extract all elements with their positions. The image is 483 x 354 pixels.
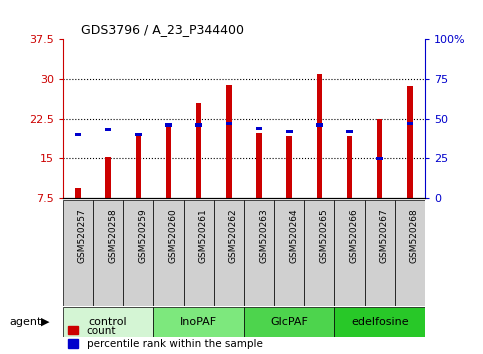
Bar (123, 200, 154, 306)
Text: control: control (89, 317, 128, 327)
Bar (105, 128, 112, 131)
Bar (346, 130, 353, 133)
Text: ▶: ▶ (41, 317, 50, 327)
Text: GSM520266: GSM520266 (350, 209, 358, 263)
Bar (256, 133, 262, 198)
Text: GSM520267: GSM520267 (380, 209, 389, 263)
Text: GSM520263: GSM520263 (259, 209, 268, 263)
Text: GSM520258: GSM520258 (108, 209, 117, 263)
Bar (63, 307, 154, 337)
Legend: count, percentile rank within the sample: count, percentile rank within the sample (68, 326, 263, 349)
Bar (63, 200, 93, 306)
Text: GSM520260: GSM520260 (169, 209, 177, 263)
Bar (93, 200, 123, 306)
Text: GSM520268: GSM520268 (410, 209, 419, 263)
Bar (74, 133, 81, 136)
Text: GDS3796 / A_23_P344400: GDS3796 / A_23_P344400 (81, 23, 244, 36)
Text: GSM520257: GSM520257 (78, 209, 87, 263)
Bar (105, 157, 111, 198)
Bar (196, 103, 201, 198)
Bar (195, 124, 202, 127)
Bar (365, 200, 395, 306)
Bar (286, 136, 292, 198)
Bar (154, 307, 244, 337)
Bar (75, 188, 81, 198)
Text: GSM520259: GSM520259 (138, 209, 147, 263)
Bar (376, 157, 383, 160)
Text: GlcPAF: GlcPAF (270, 317, 308, 327)
Bar (244, 200, 274, 306)
Bar (166, 124, 171, 198)
Bar (407, 122, 413, 125)
Bar (377, 119, 383, 198)
Bar (274, 200, 304, 306)
Bar (213, 200, 244, 306)
Text: edelfosine: edelfosine (351, 317, 409, 327)
Text: agent: agent (10, 317, 42, 327)
Bar (334, 200, 365, 306)
Bar (154, 200, 184, 306)
Bar (226, 122, 232, 125)
Text: InoPAF: InoPAF (180, 317, 217, 327)
Bar (317, 74, 322, 198)
Bar (136, 133, 141, 198)
Text: GSM520264: GSM520264 (289, 209, 298, 263)
Bar (347, 136, 352, 198)
Bar (395, 200, 425, 306)
Bar (304, 200, 334, 306)
Bar (165, 124, 172, 127)
Text: GSM520265: GSM520265 (319, 209, 328, 263)
Bar (256, 127, 262, 130)
Text: GSM520261: GSM520261 (199, 209, 208, 263)
Text: GSM520262: GSM520262 (229, 209, 238, 263)
Bar (286, 130, 293, 133)
Bar (407, 86, 412, 198)
Bar (135, 133, 142, 136)
Bar (184, 200, 213, 306)
Bar (226, 85, 231, 198)
Bar (334, 307, 425, 337)
Bar (316, 124, 323, 127)
Bar (244, 307, 334, 337)
